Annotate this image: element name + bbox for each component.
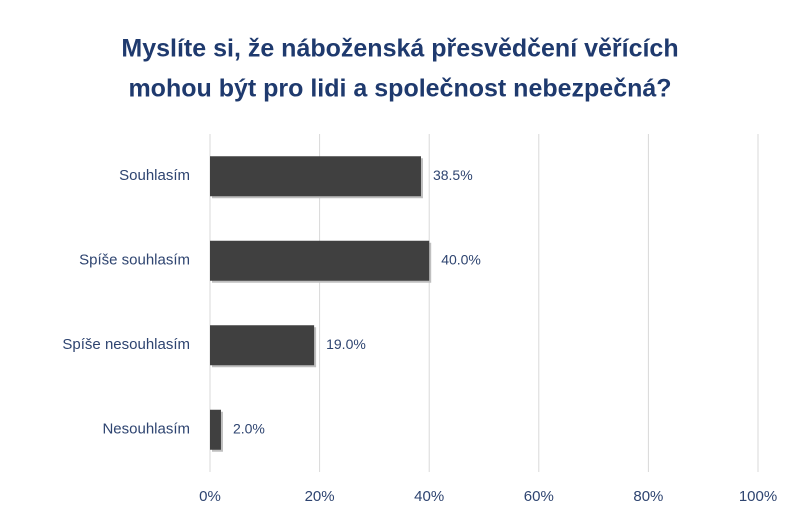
y-tick-label: Souhlasím [119, 167, 190, 184]
y-tick-label: Spíše souhlasím [79, 252, 190, 269]
y-tick-label: Spíše nesouhlasím [62, 336, 190, 353]
bar [210, 325, 315, 366]
x-tick-label: 100% [739, 488, 777, 505]
value-label: 19.0% [326, 336, 366, 352]
value-label: 38.5% [433, 167, 473, 183]
bar [210, 240, 430, 281]
bar [210, 156, 421, 197]
x-tick-label: 40% [414, 488, 444, 505]
bar [210, 409, 221, 450]
x-tick-label: 80% [633, 488, 663, 505]
x-tick-label: 20% [305, 488, 335, 505]
chart-title: Myslíte si, že náboženská přesvědčení vě… [121, 35, 678, 63]
x-tick-label: 60% [524, 488, 554, 505]
y-tick-label: Nesouhlasím [102, 421, 190, 438]
chart-title: mohou být pro lidi a společnost nebezpeč… [128, 75, 671, 103]
value-label: 2.0% [233, 420, 265, 436]
value-label: 40.0% [441, 251, 481, 267]
x-tick-label: 0% [199, 488, 221, 505]
